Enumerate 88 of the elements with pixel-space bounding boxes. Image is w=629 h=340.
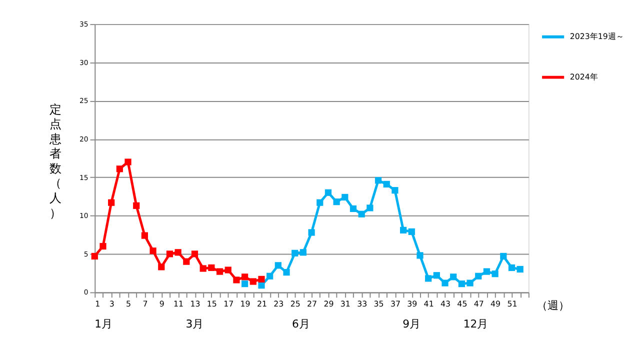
point bbox=[416, 252, 424, 259]
x-axis-title: （週） bbox=[536, 298, 570, 312]
point bbox=[308, 229, 315, 236]
point bbox=[508, 264, 516, 272]
point bbox=[274, 262, 282, 269]
x-tick-label: 13 bbox=[190, 300, 200, 309]
x-tick-label: 17 bbox=[224, 300, 234, 309]
point bbox=[141, 232, 148, 239]
text: 1月 bbox=[94, 318, 113, 331]
x-tick-label: 23 bbox=[274, 300, 284, 309]
x-tick-label: 1 bbox=[95, 300, 100, 309]
point bbox=[383, 180, 390, 188]
point bbox=[224, 266, 232, 274]
point bbox=[283, 269, 290, 276]
point bbox=[350, 205, 357, 212]
point bbox=[242, 274, 248, 280]
point bbox=[324, 189, 332, 196]
point bbox=[200, 265, 206, 272]
point bbox=[492, 270, 498, 278]
point bbox=[516, 266, 524, 273]
x-tick-label: 11 bbox=[174, 300, 184, 309]
x-tick-label: 45 bbox=[457, 300, 468, 309]
point bbox=[316, 199, 324, 206]
point bbox=[392, 187, 398, 194]
x-tick-label: 31 bbox=[340, 300, 350, 309]
x-tick-label: 15 bbox=[206, 300, 217, 309]
point bbox=[242, 280, 248, 288]
point bbox=[358, 210, 365, 218]
x-tick-label: 33 bbox=[357, 300, 368, 309]
point bbox=[116, 166, 123, 172]
point bbox=[174, 249, 182, 256]
point bbox=[450, 274, 457, 280]
point bbox=[466, 280, 474, 286]
point bbox=[100, 242, 106, 250]
point bbox=[208, 264, 215, 272]
x-tick-label: 39 bbox=[407, 300, 418, 309]
x-tick-label: 19 bbox=[240, 300, 250, 309]
point bbox=[475, 272, 482, 280]
x-tick-label: 49 bbox=[490, 300, 501, 309]
x-tick-label: 5 bbox=[126, 300, 132, 309]
point bbox=[408, 228, 415, 236]
point bbox=[342, 194, 348, 201]
x-tick-label: 51 bbox=[507, 300, 518, 309]
point bbox=[216, 268, 224, 275]
x-tick-label: 27 bbox=[307, 300, 318, 309]
x-tick-label: 7 bbox=[142, 300, 148, 309]
point bbox=[333, 198, 340, 206]
x-tick-label: 9 bbox=[159, 300, 164, 309]
point bbox=[150, 248, 156, 254]
text: 6月 bbox=[292, 318, 310, 331]
x-tick-label: 29 bbox=[324, 300, 334, 309]
x-tick-label: 35 bbox=[374, 300, 384, 309]
point bbox=[133, 202, 140, 209]
point bbox=[166, 250, 174, 258]
point bbox=[500, 252, 507, 260]
point bbox=[191, 250, 198, 258]
x-tick-label: 37 bbox=[390, 300, 400, 309]
legend-label: 2023年19週～ bbox=[570, 32, 624, 41]
point bbox=[483, 268, 490, 275]
point bbox=[300, 249, 307, 256]
point bbox=[425, 275, 432, 282]
x-tick-label: 43 bbox=[440, 300, 451, 309]
point bbox=[258, 282, 265, 289]
text: 12月 bbox=[463, 318, 488, 331]
point bbox=[433, 272, 440, 279]
text: 3月 bbox=[186, 318, 204, 331]
x-tick-label: 41 bbox=[424, 300, 434, 309]
x-tick-label: 3 bbox=[109, 300, 114, 309]
x-tick-label: 47 bbox=[474, 300, 484, 309]
point bbox=[292, 250, 298, 256]
x-tick-label: 25 bbox=[290, 300, 300, 309]
y-axis-title: 定点患者数（人） bbox=[48, 102, 62, 220]
point bbox=[233, 276, 240, 284]
point bbox=[158, 264, 165, 270]
point bbox=[258, 276, 265, 283]
point bbox=[458, 280, 466, 288]
point bbox=[250, 278, 256, 285]
point bbox=[366, 204, 374, 212]
text: 9月 bbox=[402, 318, 421, 331]
legend-label: 2024年 bbox=[570, 72, 598, 82]
x-tick-label: 21 bbox=[256, 300, 267, 309]
point bbox=[108, 199, 115, 206]
point bbox=[374, 177, 382, 184]
point bbox=[124, 158, 132, 166]
point bbox=[183, 258, 190, 265]
point bbox=[400, 226, 407, 234]
point bbox=[266, 272, 274, 280]
point bbox=[442, 280, 448, 286]
